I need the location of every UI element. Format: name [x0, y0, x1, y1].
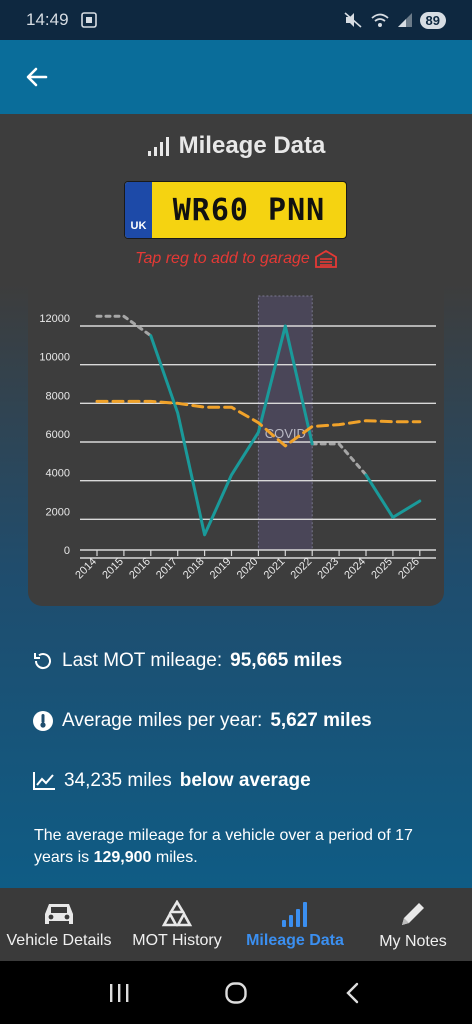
garage-icon: [314, 250, 337, 268]
summary-text-b: miles.: [151, 849, 198, 866]
wifi-icon: [370, 13, 389, 27]
series-line-teal-solid: [149, 324, 314, 537]
car-icon: [45, 903, 73, 924]
chevron-left-icon: [346, 982, 359, 1003]
uk-label: UK: [130, 220, 147, 232]
page-title-row: Mileage Data: [0, 132, 472, 160]
pencil-icon: [402, 902, 424, 925]
uk-band: UK: [125, 182, 152, 238]
y-tick-label: 12000: [39, 313, 70, 325]
status-bar: 14:49 89: [0, 0, 472, 40]
nav-vehicle-details[interactable]: Vehicle Details: [0, 888, 118, 961]
covid-highlight-band: [257, 295, 313, 551]
system-navigation: [0, 961, 472, 1024]
x-tick-label: 2019: [208, 556, 234, 582]
x-tick-label: 2022: [289, 556, 315, 582]
x-tick-label: 2018: [181, 556, 207, 582]
x-tick-label: 2015: [100, 556, 126, 582]
signal-icon: [397, 13, 412, 27]
recents-button[interactable]: [99, 973, 139, 1013]
x-tick-label: 2020: [235, 556, 261, 582]
signal-bars-icon: [147, 137, 169, 156]
home-icon: [225, 981, 247, 1004]
recents-icon: [109, 983, 129, 1002]
nav-label: MOT History: [132, 931, 222, 949]
back-system-button[interactable]: [333, 973, 373, 1013]
app-bar: [0, 40, 472, 114]
nav-label: Vehicle Details: [6, 931, 112, 949]
nav-my-notes[interactable]: My Notes: [354, 888, 472, 961]
main-content: Mileage Data UK WR60 PNN Tap reg to add …: [0, 114, 472, 888]
below-average-row: 34,235 miles below average: [32, 770, 311, 792]
triangle-warning-icon: [161, 899, 193, 926]
x-tick-label: 2026: [396, 556, 422, 582]
nav-label: Mileage Data: [246, 931, 344, 949]
x-tick-label: 2016: [127, 556, 153, 582]
signal-bars-icon: [282, 901, 307, 927]
registration-text: WR60 PNN: [172, 192, 326, 228]
mileage-chart-card: 0 2000 4000 6000 8000 10000 12000 2014 2015 2016 2…: [28, 282, 444, 606]
x-tick-label: 2014: [73, 556, 99, 582]
x-tick-label: 2025: [369, 556, 395, 582]
y-tick-label: 2000: [46, 506, 70, 518]
y-tick-label: 4000: [46, 468, 70, 480]
x-tick-label: 2017: [154, 556, 180, 582]
back-button[interactable]: [22, 62, 52, 92]
series-line-orange-dashed: [95, 399, 422, 448]
home-button[interactable]: [216, 973, 256, 1013]
below-average-label: below average: [179, 770, 311, 791]
tap-hint-text: Tap reg to add to garage: [135, 250, 310, 267]
bottom-navigation: Vehicle Details MOT History Mileage Data…: [0, 888, 472, 961]
mute-icon: [344, 12, 362, 28]
nav-label: My Notes: [379, 932, 447, 950]
avg-miles-value: 5,627 miles: [270, 710, 372, 731]
avg-miles-label: Average miles per year:: [62, 710, 263, 731]
registration-plate[interactable]: UK WR60 PNN: [124, 181, 347, 239]
nav-mot-history[interactable]: MOT History: [118, 888, 236, 961]
add-to-garage-link[interactable]: Tap reg to add to garage: [0, 250, 472, 268]
last-mot-label: Last MOT mileage:: [62, 650, 223, 671]
series-line-teal-solid: [364, 473, 422, 519]
x-tick-label: 2021: [262, 556, 288, 582]
series-line-grey-dotted: [95, 314, 153, 338]
summary-text-a: The average mileage for a vehicle over a…: [34, 827, 413, 866]
line-chart-icon: [33, 772, 55, 790]
screenshot-icon: [80, 12, 97, 28]
y-tick-label: 6000: [46, 429, 70, 441]
page-title: Mileage Data: [178, 132, 326, 159]
x-tick-label: 2023: [315, 556, 341, 582]
nav-mileage-data[interactable]: Mileage Data: [236, 888, 354, 961]
average-summary: The average mileage for a vehicle over a…: [34, 825, 444, 869]
arrow-left-icon: [26, 67, 48, 87]
x-tick-label: 2024: [342, 556, 368, 582]
y-tick-label: 8000: [46, 390, 70, 402]
history-icon: [34, 653, 51, 670]
summary-value: 129,900: [93, 849, 152, 866]
status-time: 14:49: [26, 10, 69, 29]
series-line-grey-dotted: [310, 442, 368, 477]
last-mot-row: Last MOT mileage: 95,665 miles: [32, 650, 342, 672]
y-tick-label: 10000: [39, 352, 70, 364]
below-average-value: 34,235 miles: [64, 770, 172, 791]
thermometer-icon: [33, 711, 53, 731]
last-mot-value: 95,665 miles: [230, 650, 343, 671]
battery-indicator: 89: [419, 11, 446, 29]
y-tick-label: 0: [64, 545, 70, 557]
avg-miles-row: Average miles per year: 5,627 miles: [32, 710, 372, 732]
